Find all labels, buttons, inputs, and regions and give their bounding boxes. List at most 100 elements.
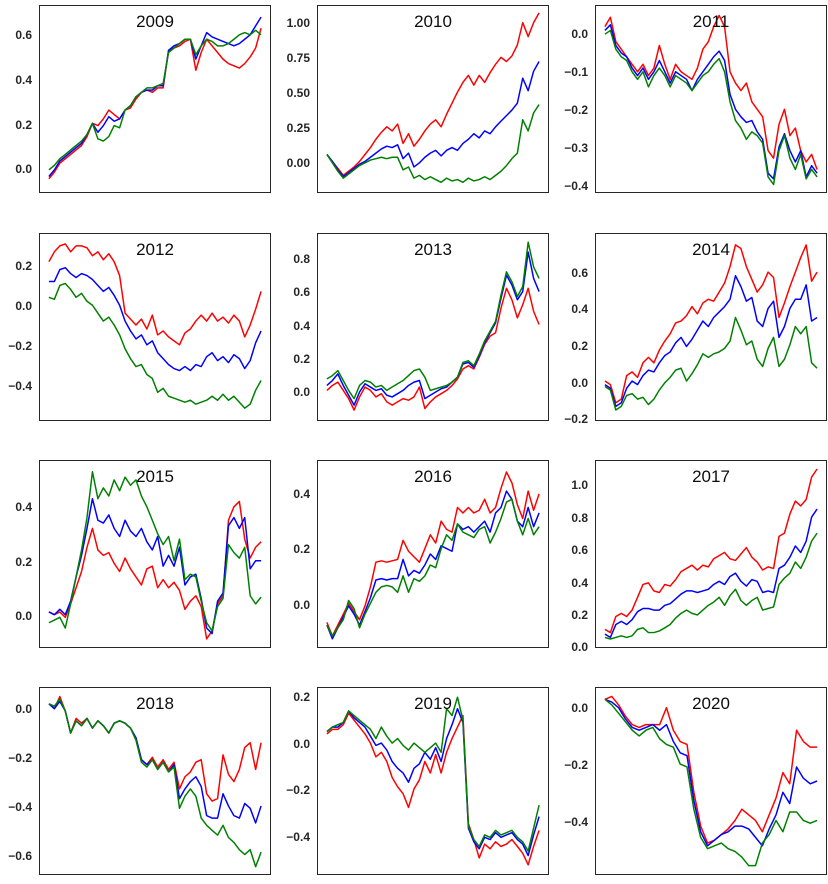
y-tick-label: −0.4 xyxy=(564,179,588,194)
plot-area xyxy=(604,244,818,411)
y-axis-tick-labels: 0.0 0.2 0.4 xyxy=(0,461,32,647)
y-tick-label: 0.4 xyxy=(15,500,32,515)
y-tick-label: −0.3 xyxy=(564,141,588,156)
series-line-red xyxy=(48,27,262,180)
subplot-2011: 2011 0.0 −0.1 −0.2 −0.3 −0.4 xyxy=(564,5,827,193)
y-tick-label: −0.6 xyxy=(8,849,32,864)
y-tick-label: −0.2 xyxy=(564,412,588,427)
series-line-blue xyxy=(326,707,540,857)
series-line-red xyxy=(604,14,818,170)
series-line-green xyxy=(604,316,818,411)
subplot-2019: 2019 0.2 0.0 −0.2 −0.4 xyxy=(286,687,549,875)
y-tick-label: 0.2 xyxy=(15,259,32,273)
plot-area xyxy=(604,14,818,186)
subplot-2014: 2014 −0.2 0.0 0.2 0.4 0.6 xyxy=(564,233,827,426)
y-tick-label: 1.00 xyxy=(286,15,310,30)
y-tick-label: 0.0 xyxy=(293,736,310,751)
series-line-red xyxy=(604,695,818,844)
series-line-green xyxy=(604,29,818,186)
y-tick-label: 0.4 xyxy=(15,72,32,87)
series-line-green xyxy=(48,471,262,632)
y-tick-label: 0.0 xyxy=(293,385,310,400)
y-tick-label: 0.4 xyxy=(571,575,588,590)
y-tick-label: 0.2 xyxy=(293,542,310,557)
plot-area xyxy=(604,695,818,867)
y-tick-label: −0.4 xyxy=(564,814,588,829)
plot-area xyxy=(48,243,262,409)
y-tick-label: −0.4 xyxy=(286,829,310,844)
y-tick-label: 0.0 xyxy=(571,700,588,715)
series-line-red xyxy=(48,500,262,640)
series-line-green xyxy=(48,282,262,409)
series-line-green xyxy=(326,696,540,852)
y-tick-label: 0.0 xyxy=(571,27,588,42)
y-tick-label: 0.00 xyxy=(286,156,310,171)
y-axis-tick-labels: 0.0 −0.1 −0.2 −0.3 −0.4 xyxy=(550,6,588,194)
y-tick-label: 0.6 xyxy=(293,285,310,300)
subplot-2017: 2017 0.0 0.2 0.4 0.6 0.8 1.0 xyxy=(571,460,827,654)
y-tick-label: 0.50 xyxy=(286,85,310,100)
subplot-2010: 2010 0.00 0.25 0.50 0.75 1.00 xyxy=(287,5,549,193)
y-axis-tick-labels: 0.2 0.0 −0.2 −0.4 xyxy=(272,688,310,874)
y-tick-label: −0.2 xyxy=(8,339,32,353)
y-tick-label: 0.0 xyxy=(15,162,32,177)
y-tick-label: −0.4 xyxy=(8,800,32,815)
y-tick-label: 1.0 xyxy=(571,478,588,493)
y-tick-label: 0.6 xyxy=(571,543,588,558)
y-axis-tick-labels: 0.0 −0.2 −0.4 xyxy=(550,688,588,874)
series-line-blue xyxy=(604,24,818,180)
y-tick-label: 0.0 xyxy=(15,609,32,624)
subplot-2013: 2013 0.0 0.2 0.4 0.6 0.8 xyxy=(293,233,549,421)
y-tick-label: 0.4 xyxy=(293,487,310,502)
y-tick-label: 0.2 xyxy=(15,117,32,132)
series-line-red xyxy=(604,468,818,634)
y-tick-label: 0.4 xyxy=(571,302,588,317)
plot-area xyxy=(48,16,262,180)
y-tick-label: 0.0 xyxy=(571,640,588,655)
series-line-blue xyxy=(48,266,262,372)
y-tick-label: 0.75 xyxy=(286,50,310,65)
y-tick-label: −0.2 xyxy=(8,751,32,766)
y-tick-label: −0.2 xyxy=(286,783,310,798)
series-line-blue xyxy=(604,275,818,408)
y-axis-tick-labels: 0.0 0.2 0.4 xyxy=(272,461,310,647)
plot-area xyxy=(604,468,818,640)
series-line-green xyxy=(326,498,540,637)
y-tick-label: −0.1 xyxy=(564,65,588,80)
subplot-2015: 2015 0.0 0.2 0.4 xyxy=(15,460,271,648)
series-line-green xyxy=(48,29,262,171)
plot-area xyxy=(48,695,262,868)
y-tick-label: 0.2 xyxy=(571,338,588,353)
y-axis-tick-labels: 0.0 0.2 0.4 0.6 xyxy=(0,6,32,192)
y-axis-tick-labels: 0.0 −0.2 −0.4 −0.6 xyxy=(0,688,32,874)
y-tick-label: 0.0 xyxy=(15,701,32,716)
series-line-green xyxy=(604,698,818,867)
y-tick-label: −0.2 xyxy=(564,757,588,772)
y-axis-tick-labels: 0.00 0.25 0.50 0.75 1.00 xyxy=(272,6,310,192)
y-tick-label: 0.8 xyxy=(293,251,310,266)
y-axis-tick-labels: 0.0 0.2 0.4 0.6 0.8 xyxy=(272,234,310,420)
series-line-blue xyxy=(604,698,818,847)
series-line-blue xyxy=(604,508,818,639)
plot-area xyxy=(326,471,540,640)
y-axis-tick-labels: 0.2 0.0 −0.2 −0.4 xyxy=(0,234,32,420)
y-axis-tick-labels: 0.0 0.2 0.4 0.6 0.8 1.0 xyxy=(550,461,588,654)
series-line-red xyxy=(326,287,540,411)
series-line-red xyxy=(604,244,818,404)
series-line-blue xyxy=(48,497,262,635)
series-line-red xyxy=(48,695,262,802)
y-tick-label: 0.0 xyxy=(15,299,32,313)
y-tick-label: 0.2 xyxy=(293,690,310,705)
plot-area xyxy=(326,12,540,184)
series-line-red xyxy=(48,243,262,346)
series-line-blue xyxy=(326,251,540,406)
y-tick-label: 0.2 xyxy=(293,351,310,366)
subplot-2020: 2020 0.0 −0.2 −0.4 xyxy=(564,687,827,875)
series-line-red xyxy=(326,12,540,177)
series-line-blue xyxy=(48,16,262,177)
y-tick-label: 0.6 xyxy=(15,28,32,43)
series-line-green xyxy=(326,104,540,184)
plot-area xyxy=(48,471,262,640)
y-tick-label: 0.0 xyxy=(293,597,310,612)
